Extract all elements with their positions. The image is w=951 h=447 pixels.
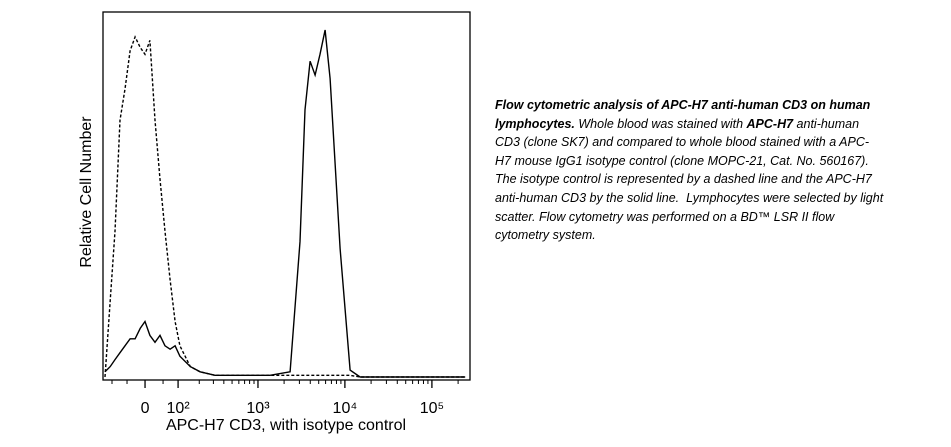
x-tick-label: 0 bbox=[141, 400, 150, 417]
caption-text: Flow cytometric analysis of APC-H7 anti-… bbox=[495, 98, 874, 131]
x-tick-label: 10² bbox=[167, 400, 191, 417]
plot-frame bbox=[102, 11, 471, 381]
chart: APC-H7 CD3, with isotype control Relativ… bbox=[78, 11, 471, 434]
caption-text: anti-human CD3 (clone SK7) and compared … bbox=[495, 116, 887, 243]
caption: Flow cytometric analysis of APC-H7 anti-… bbox=[495, 96, 885, 245]
caption-text: APC-H7 bbox=[746, 116, 794, 131]
caption-text: Whole blood was stained with bbox=[574, 116, 747, 131]
x-tick-label: 10⁴ bbox=[333, 400, 358, 417]
data-line bbox=[104, 35, 466, 378]
x-tick-label: 10⁵ bbox=[420, 400, 444, 417]
data-line bbox=[104, 29, 466, 378]
y-axis-label: Relative Cell Number bbox=[78, 116, 95, 268]
x-axis-label: APC-H7 CD3, with isotype control bbox=[166, 417, 406, 434]
x-tick-label: 10³ bbox=[246, 400, 270, 417]
